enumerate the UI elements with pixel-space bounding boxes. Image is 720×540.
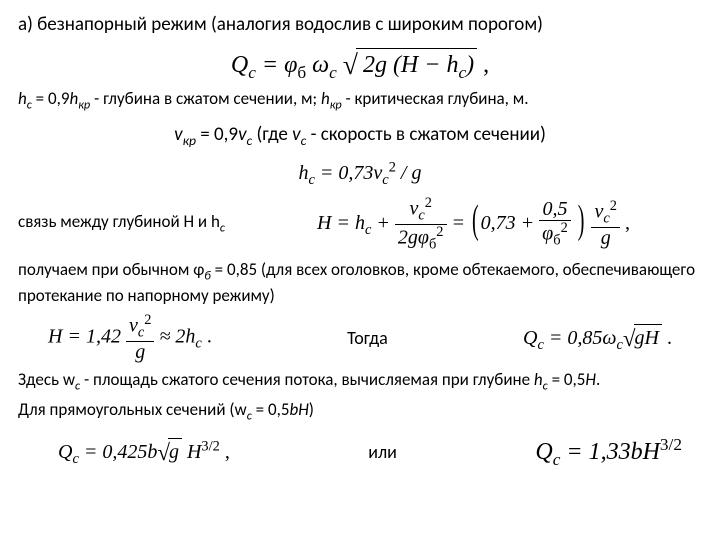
section-title: а) безнапорный режим (аналогия водослив … <box>18 12 702 38</box>
ili-label: или <box>368 440 397 464</box>
row-link-Hchain: связь между глубиной H и hс H = hc + vc2… <box>18 196 702 253</box>
definition-vkr: vкр = 0,9vс (где vс - скорость в сжатом … <box>18 122 702 150</box>
togda-label: Тогда <box>347 326 388 350</box>
definition-hc: hс = 0,9hкр - глубина в сжатом сечении, … <box>18 88 702 114</box>
formula-hc-073: hc = 0,73vc2 / g <box>18 158 702 190</box>
formula-H-chain: H = hc + vc22gφб2 = (0,73 + 0,5φб2 ) vc2… <box>245 196 702 253</box>
formula-Qc-133: Qc = 1,33bH3/2 <box>535 433 682 471</box>
formula-Qc-085: Qc = 0,85ωc√gH . <box>523 321 672 355</box>
formula-qc-main: Qc = φб ωc √ 2g (H − hc) , <box>18 44 702 84</box>
formula-Qc-0425: Qc = 0,425b√g H3/2 , <box>58 435 230 469</box>
link-text: связь между глубиной H и hс <box>18 211 225 237</box>
zdes-line: Здесь wс - площадь сжатого сечения поток… <box>18 369 702 395</box>
formula-H-142: H = 1,42 vc2g ≈ 2hc . <box>48 313 212 363</box>
row-H142-togda-Qc085: H = 1,42 vc2g ≈ 2hc . Тогда Qc = 0,85ωc√… <box>18 313 702 363</box>
dlya-line: Для прямоугольных сечений (wс = 0,5bH) <box>18 399 702 425</box>
row-final: Qc = 0,425b√g H3/2 , или Qc = 1,33bH3/2 <box>18 433 702 471</box>
poluchaem-line: получаем при обычном φб = 0,85 (для всех… <box>18 259 702 308</box>
